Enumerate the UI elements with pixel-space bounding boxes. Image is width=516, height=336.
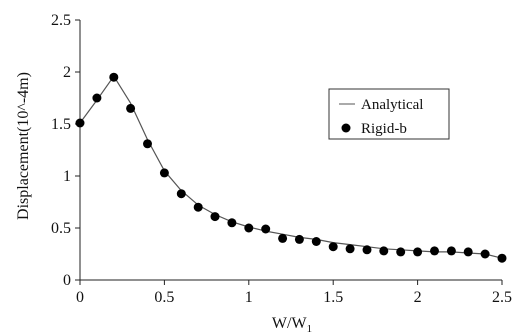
data-point-rigid-b: [446, 246, 456, 256]
x-axis-title-main: W/W: [272, 315, 308, 332]
x-tick-label: 1.5: [323, 289, 343, 306]
x-tick-label: 2: [414, 289, 422, 306]
data-point-rigid-b: [311, 237, 321, 246]
data-point-rigid-b: [244, 223, 254, 233]
y-ticks: 0 0.5 1 1.5 2 2.5: [51, 12, 80, 289]
legend-marker-swatch: [341, 123, 351, 133]
data-point-rigid-b: [210, 212, 220, 222]
y-axis-title: Displacement(10^-4m): [15, 72, 32, 220]
data-point-rigid-b: [345, 244, 355, 254]
data-point-rigid-b: [143, 139, 152, 149]
data-point-rigid-b: [176, 189, 186, 199]
data-point-rigid-b: [92, 93, 102, 103]
y-tick-label: 2.5: [51, 12, 71, 29]
data-point-rigid-b: [463, 247, 473, 257]
x-tick-label: 0.5: [154, 289, 174, 306]
data-point-rigid-b: [480, 249, 490, 259]
data-point-rigid-b: [193, 202, 203, 212]
series-layer: [75, 72, 507, 263]
data-point-rigid-b: [328, 242, 338, 252]
x-tick-label: 0: [76, 289, 84, 306]
legend-label-analytical: Analytical: [361, 97, 423, 113]
data-point-rigid-b: [497, 253, 507, 263]
x-tick-label: 1: [245, 289, 253, 306]
data-point-rigid-b: [109, 72, 119, 82]
y-tick-label: 1.5: [51, 116, 71, 133]
data-point-rigid-b: [126, 103, 136, 113]
data-point-rigid-b: [278, 233, 288, 243]
data-point-rigid-b: [294, 234, 304, 244]
y-tick-label: 0: [63, 272, 71, 289]
legend: Analytical Rigid-b: [328, 88, 450, 140]
x-ticks: 0 0.5 1 1.5 2 2.5: [76, 280, 512, 306]
data-point-rigid-b: [261, 224, 271, 234]
y-tick-label: 1: [63, 168, 71, 185]
data-point-rigid-b: [159, 168, 169, 178]
data-point-rigid-b: [430, 246, 439, 256]
legend-label-rigid-b: Rigid-b: [361, 121, 407, 137]
data-point-rigid-b: [379, 246, 389, 256]
x-axis-title-subscript: 1: [307, 323, 313, 335]
axes: [79, 20, 502, 281]
data-point-rigid-b: [227, 218, 237, 228]
y-tick-label: 2: [63, 64, 71, 81]
y-tick-label: 0.5: [51, 220, 71, 237]
data-point-rigid-b: [75, 118, 85, 128]
x-axis-title: W/W1: [272, 315, 312, 335]
data-point-rigid-b: [413, 247, 423, 257]
data-point-rigid-b: [362, 245, 372, 255]
data-point-rigid-b: [396, 247, 406, 257]
x-tick-label: 2.5: [492, 289, 512, 306]
